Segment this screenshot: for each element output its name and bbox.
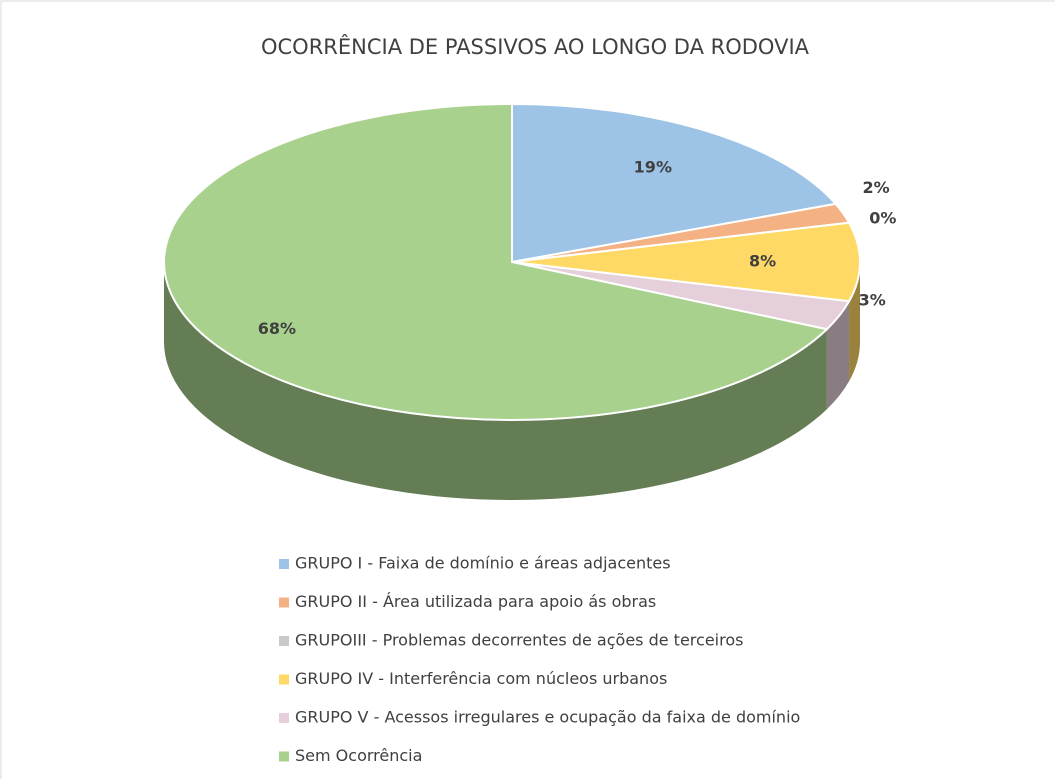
- legend-label: GRUPO IV - Interferência com núcleos urb…: [295, 669, 667, 688]
- legend-swatch: [279, 559, 289, 569]
- legend-label: Sem Ocorrência: [295, 746, 422, 765]
- data-label: 8%: [749, 252, 776, 271]
- legend-swatch: [279, 674, 289, 685]
- chart-title: OCORRÊNCIA DE PASSIVOS AO LONGO DA RODOV…: [261, 34, 810, 59]
- data-label: 68%: [258, 319, 296, 338]
- pie-slice-side: [849, 262, 860, 382]
- pie-slice: [163, 102, 829, 421]
- pie-slice: [511, 221, 861, 303]
- data-label: 19%: [634, 157, 672, 176]
- legend-swatch: [279, 636, 289, 646]
- legend-label: GRUPOIII - Problemas decorrentes de açõe…: [295, 631, 743, 650]
- pie-slice-side: [826, 301, 850, 410]
- legend-swatch: [279, 751, 289, 762]
- legend-swatch: [279, 597, 289, 608]
- legend-label: GRUPO II - Área utilizada para apoio ás …: [295, 592, 656, 611]
- legend-swatch: [279, 713, 289, 723]
- legend-label: GRUPO V - Acessos irregulares e ocupação…: [295, 708, 800, 727]
- legend-label: GRUPO I - Faixa de domínio e áreas adjac…: [295, 554, 671, 573]
- data-label: 0%: [869, 208, 896, 227]
- pie-slice-side: [164, 262, 827, 500]
- legend: GRUPO I - Faixa de domínio e áreas adjac…: [279, 554, 800, 765]
- pie: 19% 2% 0% 8% 3% 68%: [163, 102, 896, 500]
- pie-slice: [511, 102, 838, 264]
- data-label: 2%: [862, 178, 889, 197]
- data-label: 3%: [859, 290, 886, 309]
